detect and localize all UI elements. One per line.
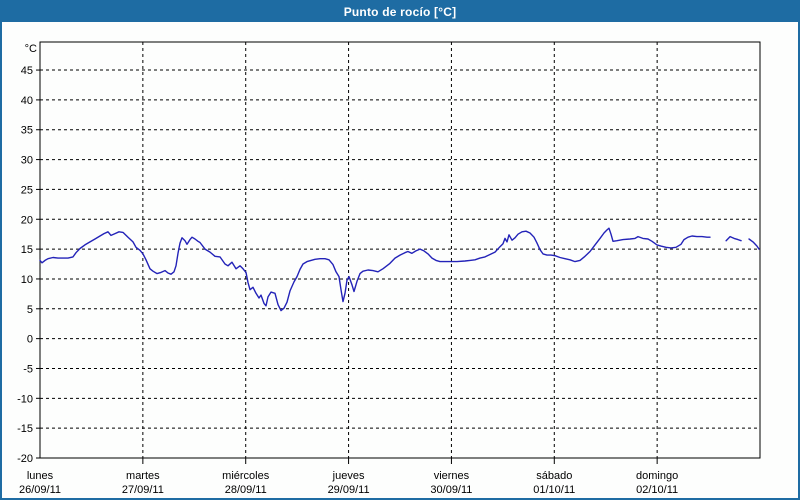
y-tick-label: 20 [21, 214, 33, 226]
day-date-label: 26/09/11 [19, 484, 61, 496]
day-date-label: 01/10/11 [533, 484, 575, 496]
y-tick-label: 10 [21, 274, 33, 286]
y-tick-label: 15 [21, 244, 33, 256]
dewpoint-line-segment [748, 238, 760, 250]
y-tick-label: 5 [27, 304, 33, 316]
y-tick-label: 0 [27, 334, 33, 346]
y-tick-label: -5 [23, 363, 33, 375]
day-name-label: viernes [434, 470, 470, 482]
day-date-label: 29/09/11 [328, 484, 370, 496]
day-date-label: 27/09/11 [122, 484, 164, 496]
y-tick-label: -15 [17, 423, 33, 435]
dewpoint-line-segment [39, 227, 711, 312]
day-date-label: 28/09/11 [225, 484, 267, 496]
y-tick-label: 40 [21, 95, 33, 107]
y-tick-label: -20 [17, 453, 33, 465]
plot-frame [39, 41, 761, 459]
y-tick-label: 25 [21, 184, 33, 196]
chart-title: Punto de rocío [°C] [343, 5, 457, 19]
day-date-label: 30/09/11 [430, 484, 472, 496]
y-tick-label: 45 [21, 65, 33, 77]
day-date-label: 02/10/11 [636, 484, 678, 496]
y-tick-label: 30 [21, 155, 33, 167]
chart-titlebar: Punto de rocío [°C] [2, 2, 798, 22]
day-name-label: miércoles [222, 470, 270, 482]
dewpoint-line-segment [725, 235, 742, 242]
y-tick-label: 35 [21, 125, 33, 137]
y-axis-unit-label: °C [25, 43, 37, 55]
y-tick-label: -10 [17, 393, 33, 405]
day-name-label: lunes [27, 470, 54, 482]
day-name-label: jueves [332, 470, 365, 482]
day-name-label: martes [126, 470, 160, 482]
day-name-label: domingo [636, 470, 678, 482]
day-name-label: sábado [536, 470, 572, 482]
